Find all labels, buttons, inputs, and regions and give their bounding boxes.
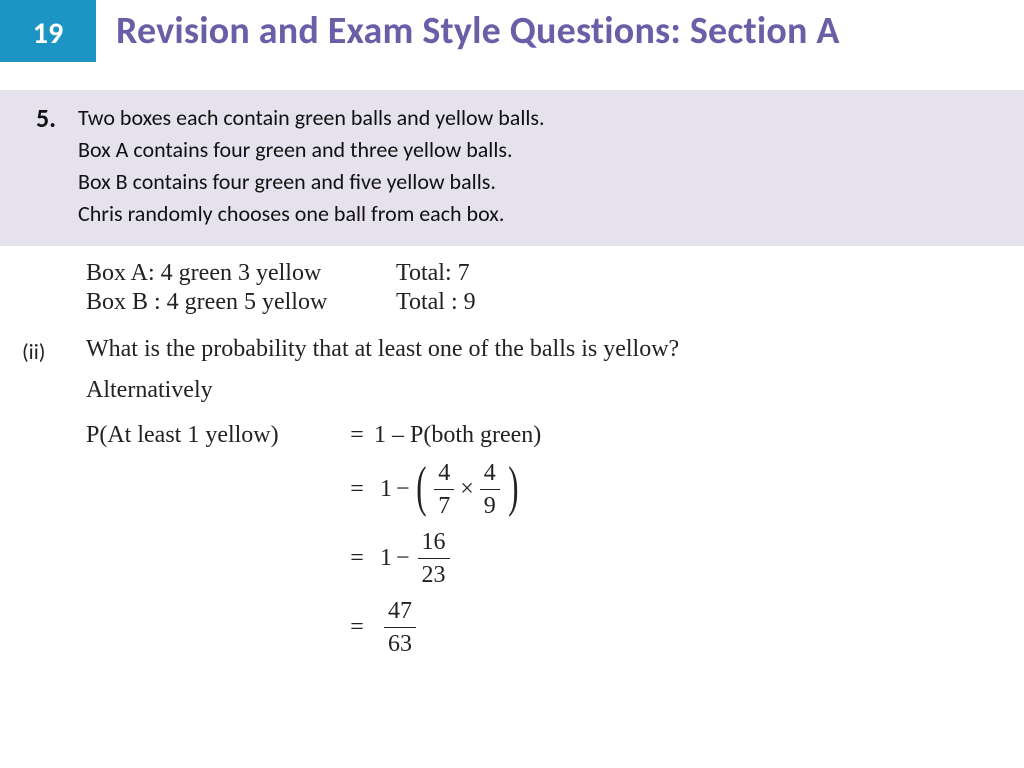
equals-sign: = <box>340 476 374 503</box>
answer-area: Box A: 4 green 3 yellow Total: 7 Box B :… <box>0 260 1024 658</box>
box-a-total: Total: 7 <box>396 260 1024 287</box>
summary-row-a: Box A: 4 green 3 yellow Total: 7 <box>86 260 1024 287</box>
minus-sign: − <box>396 476 410 503</box>
page-title: Revision and Exam Style Questions: Secti… <box>116 8 840 54</box>
right-paren-icon: ) <box>508 459 518 515</box>
eq-rhs-1: 1 – P(both green) <box>374 422 541 449</box>
fraction-16-23: 16 23 <box>418 528 450 589</box>
part-label: (ii) <box>22 336 86 365</box>
question-line: Chris randomly chooses one ball from eac… <box>78 198 1000 230</box>
times-sign: × <box>460 476 474 503</box>
fraction-4-9: 4 9 <box>480 459 500 520</box>
part-row: (ii) What is the probability that at lea… <box>86 336 1024 365</box>
one: 1 <box>380 476 392 503</box>
box-b-total: Total : 9 <box>396 289 1024 316</box>
fraction-4-7: 4 7 <box>434 459 454 520</box>
eq-rhs-4: 47 63 <box>374 597 420 658</box>
question-box: 5. Two boxes each contain green balls an… <box>0 90 1024 246</box>
chapter-badge: 19 <box>0 0 96 62</box>
header: 19 Revision and Exam Style Questions: Se… <box>0 0 1024 62</box>
summary-row-b: Box B : 4 green 5 yellow Total : 9 <box>86 289 1024 316</box>
question-line: Box B contains four green and five yello… <box>78 166 1000 198</box>
alternatively-label: Alternatively <box>86 377 1024 404</box>
eq-rhs-3: 1 − 16 23 <box>374 528 454 589</box>
question-line: Box A contains four green and three yell… <box>78 134 1000 166</box>
equation-line-2: = 1 − ( 4 7 × 4 9 ) <box>86 459 1024 520</box>
equals-sign: = <box>340 614 374 641</box>
question-body: Two boxes each contain green balls and y… <box>78 102 1000 230</box>
equation-line-1: P(At least 1 yellow) = 1 – P(both green) <box>86 422 1024 449</box>
one: 1 <box>380 545 392 572</box>
box-a-contents: Box A: 4 green 3 yellow <box>86 260 396 287</box>
eq-lhs: P(At least 1 yellow) <box>86 422 340 449</box>
minus-sign: − <box>396 545 410 572</box>
question-number: 5. <box>24 102 78 230</box>
box-b-contents: Box B : 4 green 5 yellow <box>86 289 396 316</box>
fraction-47-63: 47 63 <box>384 597 416 658</box>
equation-line-4: = 47 63 <box>86 597 1024 658</box>
question-line: Two boxes each contain green balls and y… <box>78 102 1000 134</box>
eq-rhs-2: 1 − ( 4 7 × 4 9 ) <box>374 459 522 520</box>
equals-sign: = <box>340 422 374 449</box>
equals-sign: = <box>340 545 374 572</box>
left-paren-icon: ( <box>416 459 426 515</box>
equation-line-3: = 1 − 16 23 <box>86 528 1024 589</box>
part-question: What is the probability that at least on… <box>86 336 1024 365</box>
